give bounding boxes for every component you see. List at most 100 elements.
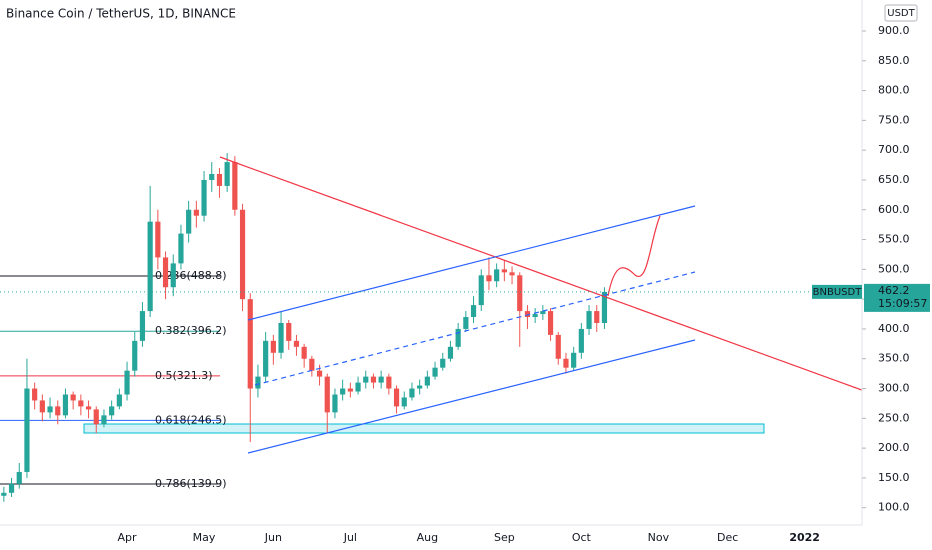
x-tick-label: 2022: [789, 531, 820, 544]
price-axis: [862, 0, 932, 550]
x-tick-label: Nov: [648, 531, 670, 544]
candle-body: [170, 263, 176, 288]
candle-body: [455, 328, 461, 347]
candle-body: [578, 328, 584, 353]
y-tick-label: 100.0: [878, 501, 910, 514]
y-tick-label: 150.0: [878, 471, 910, 484]
candle-body: [340, 388, 346, 395]
fib-levels: 0.236(488.8)0.382(396.2)0.5(321.3)0.618(…: [0, 269, 227, 490]
candle-body: [109, 406, 115, 416]
candle-body: [278, 322, 284, 353]
y-tick-label: 400.0: [878, 322, 910, 335]
candle-body: [563, 358, 569, 368]
y-tick-label: 900.0: [878, 24, 910, 37]
symbol-label: BNBUSDT: [813, 287, 863, 298]
y-tick-label: 650.0: [878, 173, 910, 186]
candle-body: [540, 311, 546, 315]
candle-body: [270, 340, 276, 353]
candle-body: [32, 388, 38, 401]
candle-body: [378, 376, 384, 383]
candle-body: [24, 388, 30, 472]
currency-box[interactable]: [884, 4, 918, 22]
x-tick-label: May: [193, 531, 216, 544]
x-tick-label: Sep: [494, 531, 515, 544]
y-tick-label: 600.0: [878, 203, 910, 216]
candle-body: [39, 400, 45, 413]
candle-body: [301, 346, 307, 359]
candle-body: [201, 179, 207, 216]
candle-body: [255, 376, 261, 389]
candle-body: [486, 275, 492, 282]
candle-body: [293, 340, 300, 347]
x-tick-label: Oct: [572, 531, 592, 544]
candle-body: [124, 370, 130, 395]
candle-body: [178, 233, 184, 264]
last-price: 462.2: [878, 284, 910, 297]
axis: 100.0150.0200.0250.0300.0350.0400.0450.0…: [862, 24, 910, 514]
candle-body: [355, 382, 361, 392]
countdown: 15:09:57: [878, 297, 927, 310]
candle-body: [70, 394, 76, 401]
candle-body: [547, 311, 554, 335]
candle-body: [571, 352, 577, 368]
candle-body: [370, 376, 377, 383]
candle-body: [432, 367, 438, 377]
channel-lower: [247, 339, 696, 454]
candle-body: [532, 314, 538, 318]
candle-body: [494, 269, 500, 282]
candle-body: [139, 311, 146, 341]
candle-body: [8, 483, 15, 493]
candle-body: [101, 415, 107, 425]
candle-body: [216, 174, 223, 186]
y-tick-label: 250.0: [878, 411, 910, 424]
price-box: [864, 283, 930, 312]
candle-body: [417, 385, 423, 389]
candle-body: [193, 209, 199, 216]
y-tick-label: 800.0: [878, 84, 910, 97]
candle-body: [93, 409, 99, 425]
candle-body: [324, 376, 330, 413]
fib-label: 0.382(396.2): [155, 324, 227, 337]
x-tick-label: Apr: [118, 531, 138, 544]
candle-body: [16, 471, 22, 484]
candle-body: [286, 322, 292, 341]
candle-body: [386, 376, 392, 389]
candle-body: [393, 388, 400, 407]
candle-body: [186, 209, 192, 234]
candle-body: [440, 358, 446, 368]
candle-body: [517, 275, 523, 312]
candle-body: [224, 162, 230, 186]
candle-body: [524, 311, 531, 318]
candle-body: [470, 305, 477, 318]
candle-body: [424, 376, 430, 386]
support-zone: [83, 423, 765, 434]
y-tick-label: 850.0: [878, 54, 910, 67]
y-tick-label: 750.0: [878, 113, 910, 126]
candle-body: [347, 388, 353, 392]
candle-body: [447, 346, 454, 359]
candle-body: [47, 406, 53, 413]
trend-line: [219, 156, 871, 394]
candles: [1, 153, 608, 502]
candle-body: [62, 394, 69, 416]
y-tick-label: 550.0: [878, 233, 910, 246]
candle-body: [501, 269, 507, 273]
candle-body: [1, 492, 7, 496]
candle-body: [601, 291, 608, 323]
candle-body: [116, 394, 122, 407]
fib-label: 0.786(139.9): [155, 477, 227, 490]
y-tick-label: 500.0: [878, 262, 910, 275]
candle-body: [463, 317, 469, 329]
x-tick-label: Dec: [717, 531, 738, 544]
candle-body: [594, 311, 600, 323]
channel-mid: [254, 271, 696, 386]
candle-body: [263, 340, 269, 377]
y-tick-label: 350.0: [878, 352, 910, 365]
candle-body: [555, 334, 561, 359]
x-tick-label: Jun: [264, 531, 282, 544]
candle-body: [409, 388, 415, 398]
y-tick-label: 300.0: [878, 382, 910, 395]
candle-body: [78, 400, 84, 407]
candle-body: [478, 275, 484, 306]
